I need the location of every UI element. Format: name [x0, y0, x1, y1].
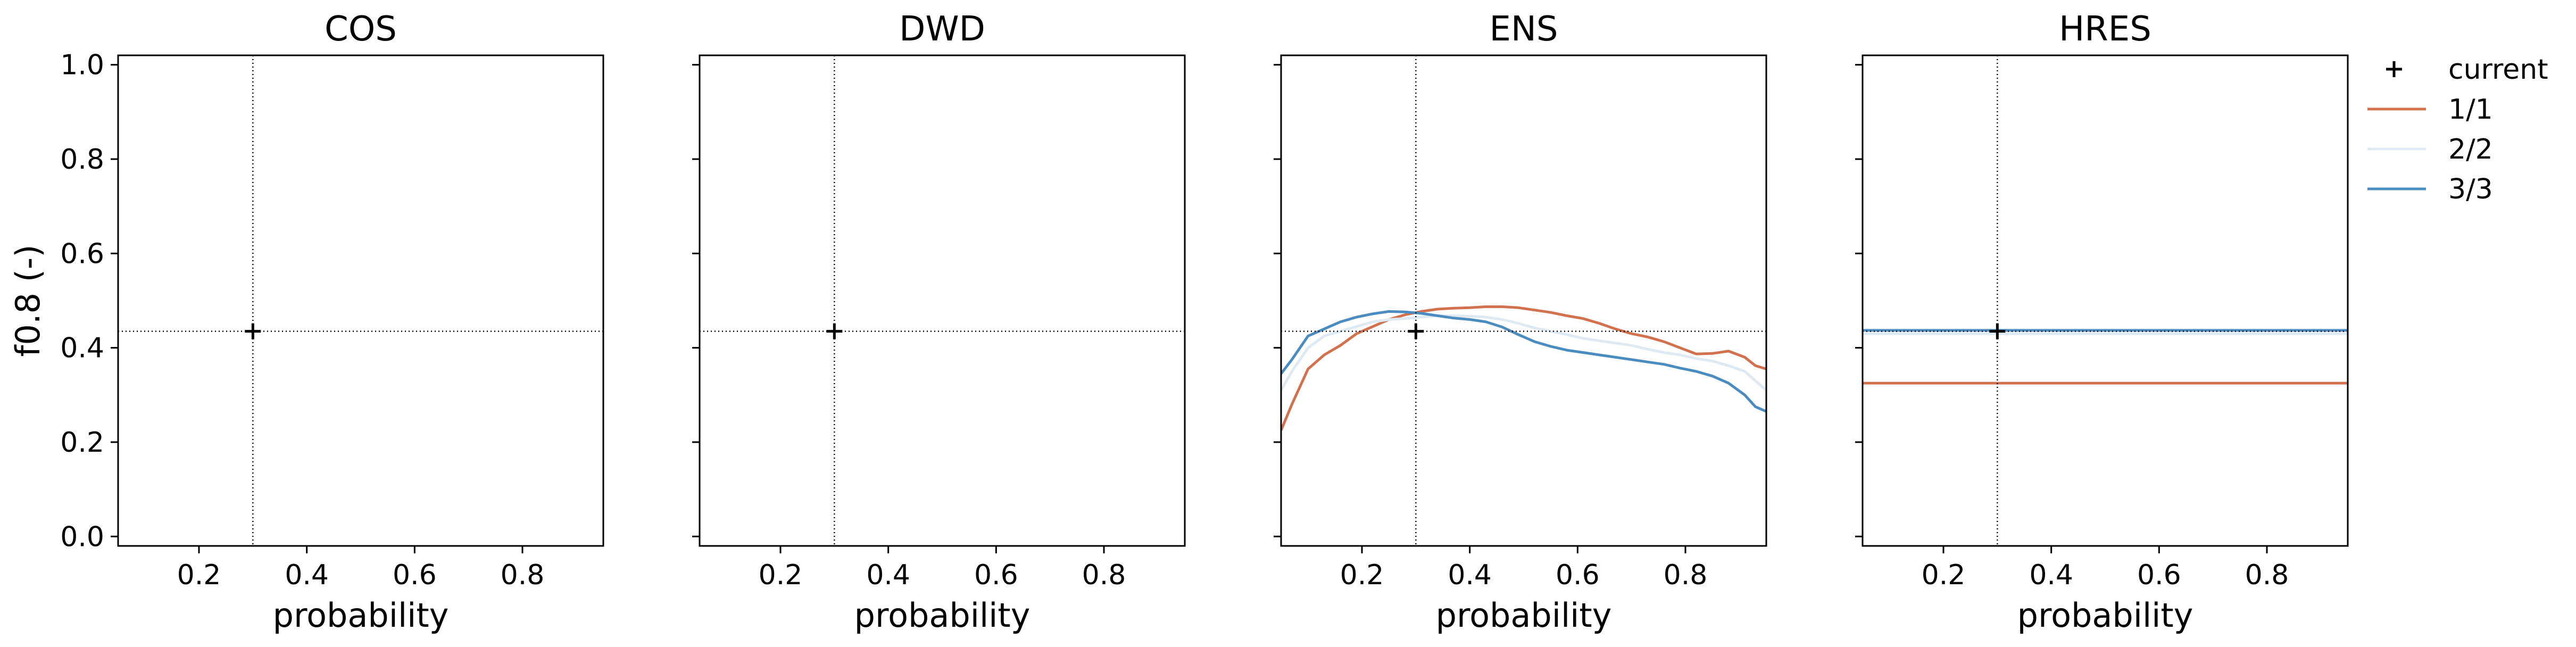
y-tick-label: 0.0 — [60, 521, 104, 553]
y-tick-label: 1.0 — [60, 49, 104, 81]
x-tick-label: 0.2 — [1922, 559, 1966, 591]
x-tick-label: 0.4 — [1448, 559, 1492, 591]
panel-ens: ENS 0.2 0.4 0.6 0.8 probability — [1274, 10, 1767, 635]
y-tick-label: 0.6 — [60, 238, 104, 270]
x-tick-label: 0.2 — [1340, 559, 1384, 591]
legend-label: 2/2 — [2448, 134, 2493, 165]
legend-item-1-1: 1/1 — [2367, 94, 2493, 126]
x-tick-label: 0.8 — [501, 559, 545, 591]
panel-title: HRES — [2059, 10, 2151, 49]
panels: COS 0.2 0.4 0.6 0.8 0.0 0.2 0.4 0.6 0.8 1.0 probabi… — [9, 10, 2349, 635]
current-marker — [245, 323, 261, 339]
y-tick-label: 0.8 — [60, 144, 104, 176]
y-tick-label: 0.2 — [60, 427, 104, 459]
x-axis-label: probability — [854, 596, 1031, 635]
x-tick-label: 0.4 — [866, 559, 910, 591]
series-line-1-1 — [1281, 305, 1766, 431]
current-marker — [1408, 323, 1424, 339]
legend-label: current — [2448, 54, 2548, 86]
x-tick-label: 0.6 — [974, 559, 1018, 591]
x-tick-label: 0.8 — [1082, 559, 1126, 591]
y-ticks — [1274, 64, 1281, 537]
panel-title: ENS — [1490, 10, 1558, 49]
axes-frame — [117, 54, 604, 547]
x-tick-label: 0.4 — [285, 559, 329, 591]
x-tick-label: 0.6 — [1556, 559, 1600, 591]
y-ticks: 0.0 0.2 0.4 0.6 0.8 1.0 — [60, 49, 118, 553]
series-line-3-3 — [1281, 310, 1766, 413]
x-tick-label: 0.4 — [2029, 559, 2073, 591]
axes-frame — [699, 54, 1186, 547]
legend-label: 3/3 — [2448, 173, 2493, 205]
x-axis-label: probability — [1436, 596, 1612, 635]
panel-cos: COS 0.2 0.4 0.6 0.8 0.0 0.2 0.4 0.6 0.8 1.0 probabi… — [9, 10, 604, 635]
legend-label: 1/1 — [2448, 94, 2493, 126]
x-tick-label: 0.8 — [2245, 559, 2289, 591]
current-marker — [1989, 323, 2006, 339]
panel-hres: HRES 0.2 0.4 0.6 0.8 probability — [1855, 10, 2349, 635]
legend-item-3-3: 3/3 — [2367, 173, 2493, 205]
series-group — [1281, 305, 1766, 431]
x-tick-label: 0.6 — [393, 559, 437, 591]
y-ticks — [1855, 64, 1863, 537]
series-group — [1863, 329, 2348, 385]
x-ticks: 0.2 0.4 0.6 0.8 — [1340, 546, 1708, 591]
legend: current 1/1 2/2 3/3 — [2367, 54, 2548, 205]
x-ticks: 0.2 0.4 0.6 0.8 — [1922, 546, 2289, 591]
x-ticks: 0.2 0.4 0.6 0.8 — [177, 546, 545, 591]
legend-item-current: current — [2386, 54, 2548, 86]
y-ticks — [692, 64, 700, 537]
axes-frame — [1280, 54, 1767, 547]
axes-frame — [1862, 54, 2349, 547]
x-tick-label: 0.8 — [1664, 559, 1708, 591]
current-marker — [826, 323, 843, 339]
y-axis-label: f0.8 (-) — [9, 245, 47, 357]
x-axis-label: probability — [2017, 596, 2193, 635]
x-tick-label: 0.6 — [2137, 559, 2181, 591]
series-line-2-2 — [1281, 314, 1766, 392]
panel-title: COS — [325, 10, 397, 49]
panel-dwd: DWD 0.2 0.4 0.6 0.8 probability — [692, 10, 1186, 635]
x-axis-label: probability — [273, 596, 449, 635]
panel-title: DWD — [899, 10, 985, 49]
x-tick-label: 0.2 — [759, 559, 803, 591]
x-tick-label: 0.2 — [177, 559, 221, 591]
x-ticks: 0.2 0.4 0.6 0.8 — [759, 546, 1126, 591]
legend-item-2-2: 2/2 — [2367, 134, 2493, 165]
y-tick-label: 0.4 — [60, 333, 104, 364]
